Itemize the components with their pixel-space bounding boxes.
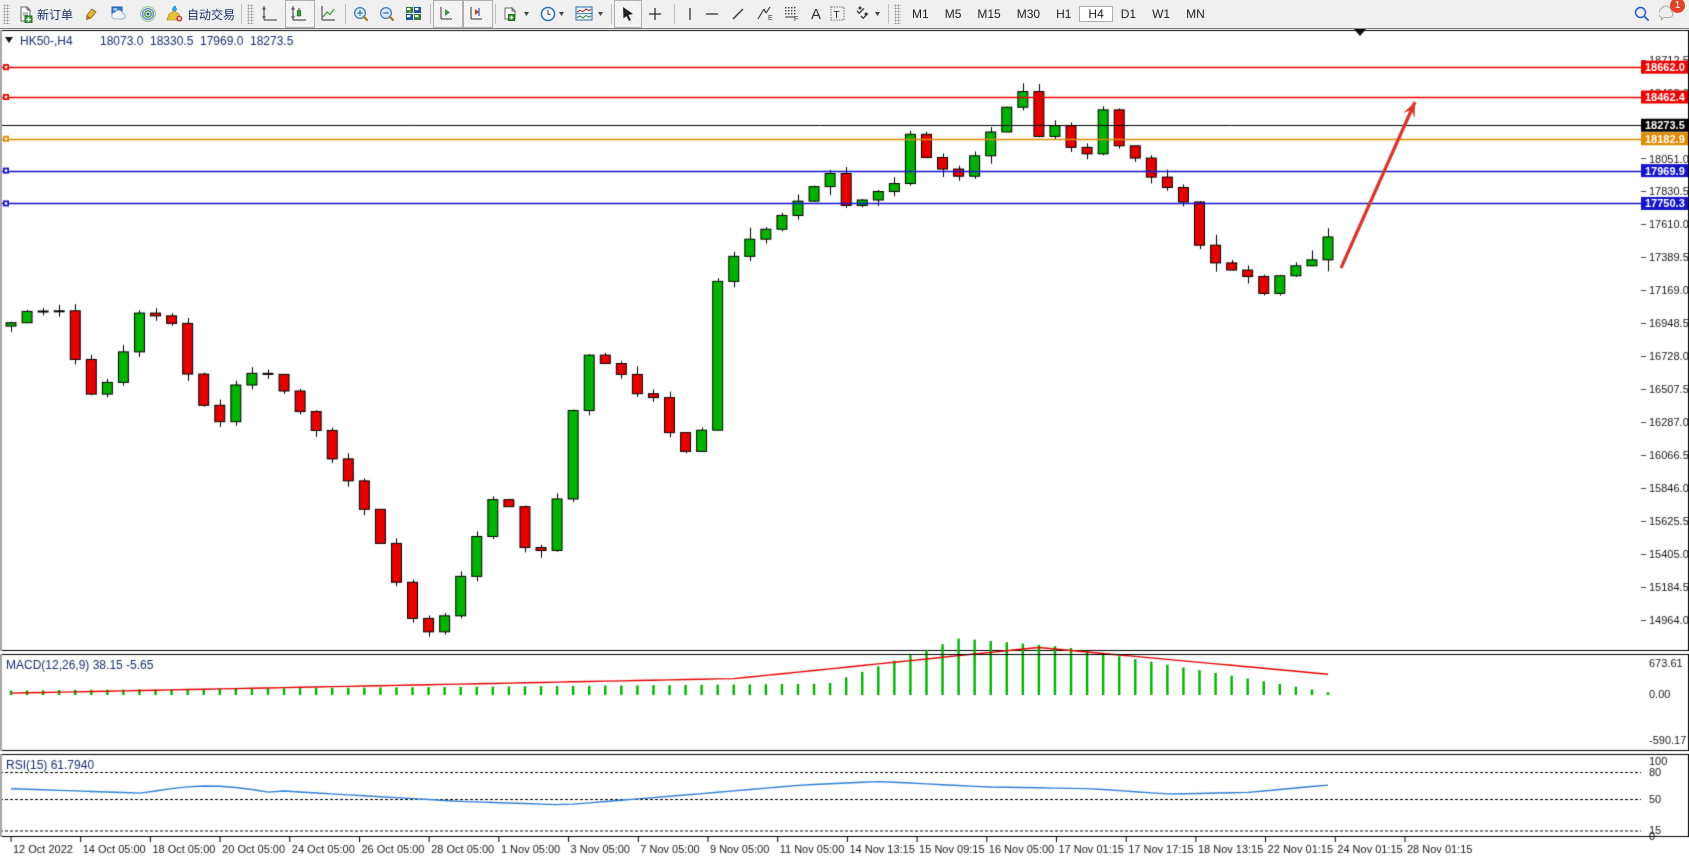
- svg-text:F: F: [794, 16, 798, 23]
- svg-text:T: T: [834, 10, 840, 21]
- svg-text:E: E: [768, 15, 773, 22]
